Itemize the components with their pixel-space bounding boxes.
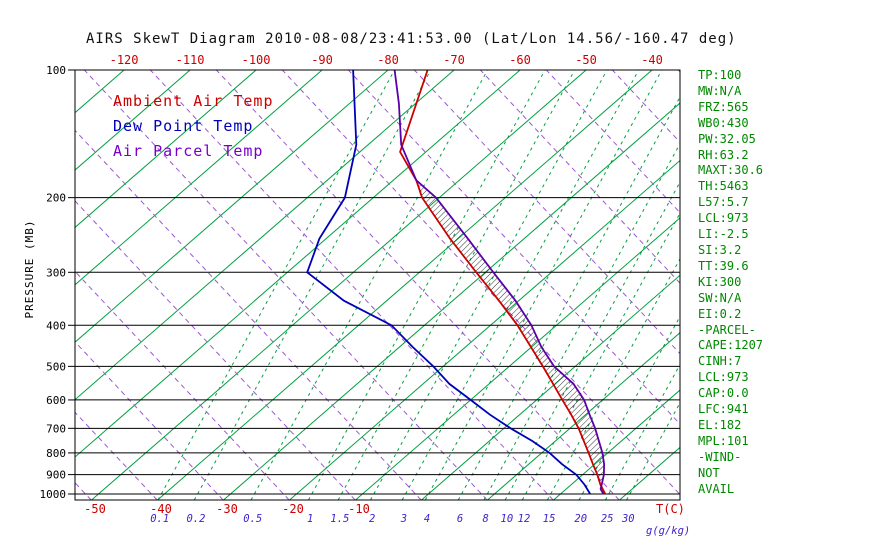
mixing-ratio-label: 10	[501, 513, 514, 525]
mixing-ratio-label: 15	[543, 513, 556, 525]
top-temp-label: -90	[311, 53, 333, 67]
pressure-tick-label: 500	[46, 360, 66, 373]
pressure-tick-label: 1000	[40, 488, 67, 501]
mixing-ratio-label: 20	[574, 513, 587, 525]
stats-line: LCL:973	[698, 370, 749, 385]
stats-line: KI:300	[698, 274, 742, 289]
top-temp-label: -50	[575, 53, 597, 67]
stats-line: SI:3.2	[698, 242, 742, 257]
stats-line: L57:5.7	[698, 195, 749, 210]
plot-grid	[75, 70, 680, 500]
stats-line: CINH:7	[698, 354, 742, 369]
bottom-temp-label: -50	[84, 502, 106, 516]
bottom-temp-label: -20	[282, 502, 304, 516]
stats-line: TP:100	[698, 68, 742, 82]
stats-line: AVAIL	[698, 481, 735, 496]
pressure-tick-label: 900	[46, 469, 66, 482]
mixing-ratio-label: 3	[400, 513, 407, 525]
stats-line: WB0:430	[698, 115, 749, 130]
mixing-unit-label: g(g/kg)	[646, 525, 690, 537]
stats-line: PW:32.05	[698, 131, 756, 146]
mixing-ratio-label: 30	[621, 513, 635, 525]
pressure-tick-label: 300	[46, 266, 66, 279]
top-temp-label: -110	[176, 53, 205, 67]
legend-ambient: Ambient Air Temp	[113, 92, 274, 110]
mixing-ratio-label: 0.2	[186, 513, 205, 525]
stats-line: TT:39.6	[698, 258, 749, 273]
stats-line: TH:5463	[698, 179, 749, 194]
stats-line: LI:-2.5	[698, 227, 749, 242]
mixing-ratio-label: 25	[601, 513, 614, 525]
stats-line: -WIND-	[698, 449, 742, 464]
top-temp-label: -60	[509, 53, 531, 67]
top-temp-label: -80	[377, 53, 399, 67]
top-temp-label: -120	[110, 53, 139, 67]
pressure-tick-label: 100	[46, 64, 66, 77]
parcel-curve	[393, 70, 606, 495]
stats-panel: TP:100 MW:N/A FRZ:565 WB0:430 PW:32.05 RH:63.…	[698, 68, 763, 497]
mixing-ratio-label: 0.1	[150, 513, 169, 525]
dry-adiabat-lines	[75, 70, 680, 500]
legend-dewpoint: Dew Point Temp	[113, 117, 254, 135]
mixing-ratio-label: 8	[483, 513, 489, 525]
mixing-ratio-label: 1	[307, 513, 313, 525]
top-temp-label: -40	[641, 53, 663, 67]
mixing-ratio-label: 6	[457, 513, 463, 525]
stats-line: SW:N/A	[698, 290, 742, 305]
stats-line: EL:182	[698, 417, 742, 432]
bottom-temp-label: -40	[150, 502, 172, 516]
stats-line: MPL:101	[698, 433, 749, 448]
stats-line: RH:63.2	[698, 147, 749, 162]
pressure-tick-label: 700	[46, 422, 66, 435]
stats-line: CAPE:1207	[698, 338, 764, 353]
mixing-ratio-label: 12	[518, 513, 531, 525]
mixing-ratio-label: 2	[369, 513, 375, 525]
stats-line: -PARCEL-	[698, 322, 756, 337]
pressure-tick-label: 800	[46, 447, 66, 460]
plot-frame	[74, 69, 681, 501]
mixing-ratio-label: 0.5	[243, 513, 262, 525]
mixing-ratio-label: 1.5	[330, 513, 349, 525]
pressure-tick-label: 600	[46, 394, 66, 407]
ambient-curve	[399, 70, 607, 495]
stats-line: CAP:0.0	[698, 386, 749, 401]
chart-title: AIRS SkewT Diagram 2010-08-08/23:41:53.0…	[86, 31, 737, 47]
pressure-tick-label: 200	[46, 192, 66, 205]
stats-line: FRZ:565	[698, 99, 749, 114]
bottom-temp-label: -10	[348, 502, 370, 516]
stats-line: LFC:941	[698, 402, 749, 417]
pressure-tick-labels	[68, 69, 75, 495]
bottom-temp-label: -30	[216, 502, 238, 516]
temp-unit-label: T(C)	[656, 502, 685, 516]
top-temp-label: -70	[443, 53, 465, 67]
stats-line: MW:N/A	[698, 83, 742, 98]
pressure-tick-label: 400	[46, 319, 66, 332]
dewpoint-curve	[306, 70, 591, 495]
stats-line: EI:0.2	[698, 306, 742, 321]
stats-line: MAXT:30.6	[698, 163, 764, 178]
top-temp-label: -100	[242, 53, 271, 67]
mixing-ratio-label: 4	[424, 513, 430, 525]
pressure-axis-title: PRESSURE (MB)	[23, 219, 36, 319]
stats-line: LCL:973	[698, 211, 749, 226]
legend-parcel: Air Parcel Temp	[113, 142, 264, 160]
cape-hatch-area	[416, 180, 605, 485]
stats-line: NOT	[698, 465, 720, 480]
